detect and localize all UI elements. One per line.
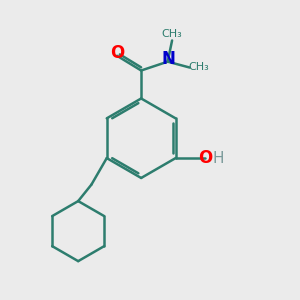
Text: H: H [212, 151, 224, 166]
Text: CH₃: CH₃ [162, 29, 182, 39]
Text: N: N [161, 50, 175, 68]
Text: O: O [199, 149, 213, 167]
Text: O: O [110, 44, 124, 62]
Text: CH₃: CH₃ [189, 62, 209, 72]
